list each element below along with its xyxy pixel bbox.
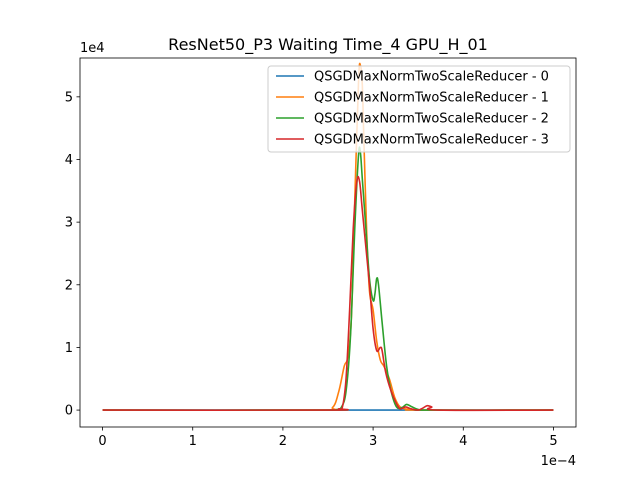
legend-label-0: QSGDMaxNormTwoScaleReducer - 0 xyxy=(314,70,549,85)
y-tick-label: 1 xyxy=(65,341,73,356)
x-offset-label: 1e−4 xyxy=(541,454,576,469)
y-tick-label: 2 xyxy=(65,278,73,293)
x-tick-label: 3 xyxy=(369,434,377,449)
plot-area: 0 1 2 3 4 5 0 1 2 3 4 5 QSGDMaxNormTwoScaleReducer … xyxy=(65,57,577,449)
x-tick-label: 5 xyxy=(549,434,557,449)
y-tick-label: 0 xyxy=(65,404,73,419)
series-line-3 xyxy=(102,175,554,412)
y-tick-label: 5 xyxy=(65,90,73,105)
chart-title: ResNet50_P3 Waiting Time_4 GPU_H_01 xyxy=(168,35,488,55)
x-tick-label: 0 xyxy=(98,434,106,449)
legend-label-3: QSGDMaxNormTwoScaleReducer - 3 xyxy=(314,133,549,148)
legend-label-2: QSGDMaxNormTwoScaleReducer - 2 xyxy=(314,112,549,127)
legend-box xyxy=(267,65,571,153)
axes-frame xyxy=(79,57,577,428)
axes-layer: 0 1 2 3 4 5 0 1 2 3 4 5 xyxy=(65,57,577,449)
y-tick-label: 3 xyxy=(65,216,73,231)
legend: QSGDMaxNormTwoScaleReducer - 0 QSGDMaxNor… xyxy=(267,65,571,153)
y-tick-label: 4 xyxy=(65,153,73,168)
y-offset-label: 1e4 xyxy=(80,41,105,56)
x-tick-label: 2 xyxy=(279,434,287,449)
x-tick-label: 1 xyxy=(189,434,197,449)
legend-label-1: QSGDMaxNormTwoScaleReducer - 1 xyxy=(314,91,549,106)
x-tick-label: 4 xyxy=(459,434,467,449)
